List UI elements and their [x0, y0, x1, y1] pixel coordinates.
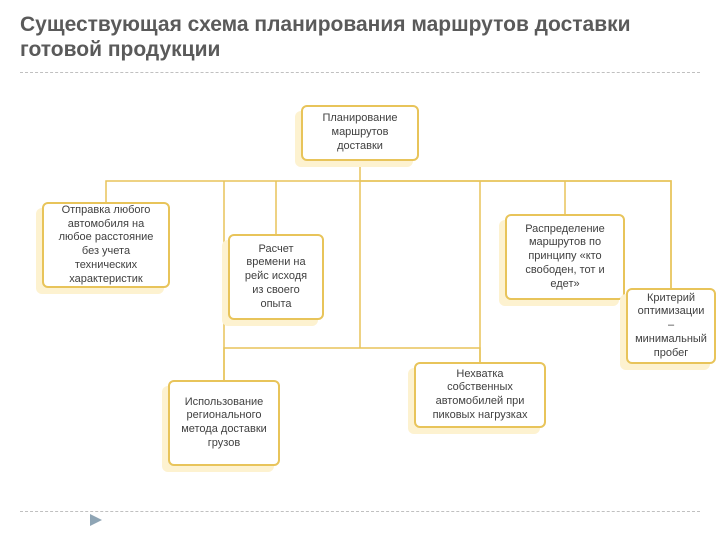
node-n1: Отправка любого автомобиля на любое расс… — [42, 202, 170, 288]
divider-top — [20, 72, 700, 73]
node-label: Критерий оптимизации – минимальный пробе… — [635, 292, 707, 361]
node-label: Использование регионального метода доста… — [178, 396, 270, 451]
node-n3: Распределение маршрутов по принципу «кто… — [505, 214, 625, 300]
node-n6: Критерий оптимизации – минимальный пробе… — [626, 288, 716, 364]
node-label: Расчет времени на рейс исходя из своего … — [238, 243, 314, 312]
node-n4: Использование регионального метода доста… — [168, 380, 280, 466]
page-title: Существующая схема планирования маршруто… — [20, 12, 700, 62]
node-label: Отправка любого автомобиля на любое расс… — [52, 204, 160, 287]
node-n5: Нехватка собственных автомобилей при пик… — [414, 362, 546, 428]
node-label: Распределение маршрутов по принципу «кто… — [515, 223, 615, 292]
node-label: Нехватка собственных автомобилей при пик… — [424, 368, 536, 423]
divider-bottom — [20, 511, 700, 512]
node-n2: Расчет времени на рейс исходя из своего … — [228, 234, 324, 320]
node-root: Планирование маршрутов доставки — [301, 105, 419, 161]
arrow-icon — [90, 514, 102, 526]
node-label: Планирование маршрутов доставки — [311, 112, 409, 153]
